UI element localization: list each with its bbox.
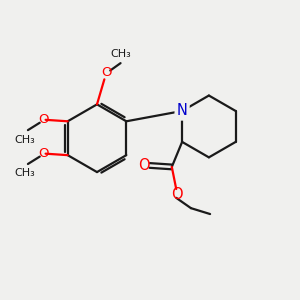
Text: O: O (171, 187, 183, 202)
Text: O: O (38, 147, 49, 160)
Text: N: N (177, 103, 188, 118)
Text: O: O (139, 158, 150, 173)
Text: O: O (38, 113, 49, 126)
Text: CH₃: CH₃ (15, 168, 35, 178)
Text: CH₃: CH₃ (110, 49, 131, 59)
Text: O: O (101, 66, 112, 80)
Text: CH₃: CH₃ (15, 134, 35, 145)
